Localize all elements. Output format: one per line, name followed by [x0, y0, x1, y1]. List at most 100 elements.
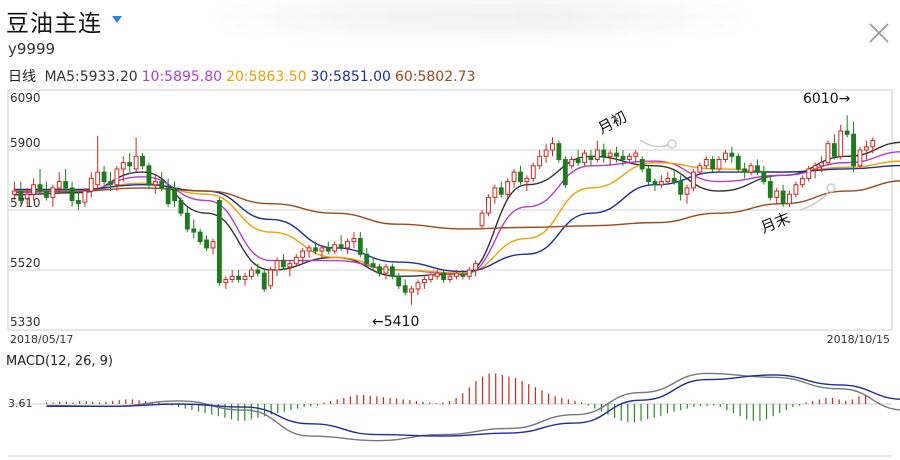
candle	[812, 162, 818, 179]
candle	[44, 181, 49, 201]
candle-body	[76, 200, 81, 205]
candle	[562, 156, 568, 188]
candle-body	[172, 187, 177, 202]
candle	[530, 162, 536, 182]
candle	[825, 140, 831, 166]
candle	[140, 153, 145, 169]
candle-body	[31, 184, 37, 195]
candle	[133, 137, 139, 173]
candle-body	[530, 165, 536, 179]
candle-body	[665, 177, 671, 183]
macd-dea-line	[46, 374, 900, 437]
candle	[95, 135, 101, 192]
candle	[748, 162, 754, 176]
candle-body	[50, 187, 56, 198]
candle-body	[844, 130, 850, 135]
chevron-down-icon[interactable]	[112, 16, 122, 23]
main-chart-frame	[7, 89, 893, 331]
candle	[242, 273, 248, 286]
candle-body	[313, 247, 318, 252]
candle	[191, 219, 197, 239]
candle	[755, 159, 760, 176]
candle-body	[300, 250, 306, 258]
candle-body	[428, 274, 434, 280]
candle-body	[389, 266, 395, 277]
candle	[735, 153, 741, 173]
candle	[159, 172, 165, 192]
candle-body	[511, 171, 517, 183]
candle-body	[562, 158, 568, 186]
macd-chart: MACD(12, 26, 9) 3.61	[6, 354, 900, 457]
annotation-month-start: 月初	[595, 108, 630, 138]
candle	[319, 244, 325, 258]
candle-body	[441, 272, 447, 280]
candle-body	[767, 181, 773, 198]
candle	[274, 257, 280, 277]
candle	[281, 254, 286, 270]
candle-body	[703, 158, 709, 167]
y-tick-label: 6090	[10, 91, 41, 105]
candle	[184, 206, 190, 233]
candle-body	[69, 187, 75, 202]
candle-body	[601, 149, 607, 157]
candle-body	[505, 181, 511, 195]
candle-body	[620, 155, 626, 160]
candle	[543, 143, 549, 163]
candle	[697, 162, 703, 176]
candle-body	[498, 187, 504, 195]
y-tick-label: 5330	[10, 315, 41, 329]
candle	[127, 153, 133, 173]
candle	[421, 276, 427, 289]
candle-body	[364, 253, 370, 265]
macd-diff-line	[46, 372, 900, 442]
candle	[652, 178, 658, 192]
candle	[633, 150, 639, 163]
page-title: 豆油主连	[6, 11, 102, 37]
candle	[165, 178, 171, 207]
annotation-marker	[667, 139, 677, 149]
candle	[197, 228, 203, 245]
annotation-month-end: 月末	[758, 209, 793, 237]
close-icon[interactable]	[866, 20, 892, 46]
candle	[152, 175, 158, 195]
candle	[351, 232, 357, 248]
candle	[31, 178, 37, 201]
candle-body	[633, 152, 639, 157]
annotation-callout	[799, 192, 829, 211]
candle	[761, 165, 767, 185]
candle-body	[357, 237, 363, 255]
candle-body	[146, 165, 152, 186]
candle-body	[492, 187, 498, 198]
candle	[729, 146, 735, 163]
candle	[844, 115, 850, 138]
candle	[479, 210, 485, 229]
candle-body	[678, 181, 684, 195]
candle	[831, 134, 837, 160]
candle	[63, 168, 69, 192]
candle-body	[281, 260, 286, 268]
main-chart-labels: 6090 5900 5710 5520 5330 2018/05/17 2018/10/15…	[10, 91, 890, 346]
candle	[806, 165, 812, 182]
candle	[665, 172, 671, 185]
candle	[460, 270, 466, 280]
candle	[498, 181, 504, 198]
candle-body	[223, 278, 229, 284]
candle-body	[184, 212, 190, 230]
candle	[658, 175, 664, 188]
candle	[370, 257, 376, 270]
ma-legend-item: 10:5895.80	[141, 69, 223, 85]
candle	[870, 137, 876, 154]
candle-body	[152, 181, 158, 186]
candle	[678, 175, 684, 201]
candle-body	[114, 168, 120, 186]
period-label: 日线	[8, 69, 36, 85]
candle	[223, 276, 229, 289]
candle	[492, 184, 498, 204]
candle	[582, 150, 587, 166]
candle	[216, 197, 222, 286]
candle	[453, 270, 459, 280]
candle-body	[518, 171, 523, 183]
header: 豆油主连 y9999 日线 MA5:5933.20 10:5895.80 20:58…	[0, 0, 900, 88]
candle-body	[338, 244, 344, 249]
